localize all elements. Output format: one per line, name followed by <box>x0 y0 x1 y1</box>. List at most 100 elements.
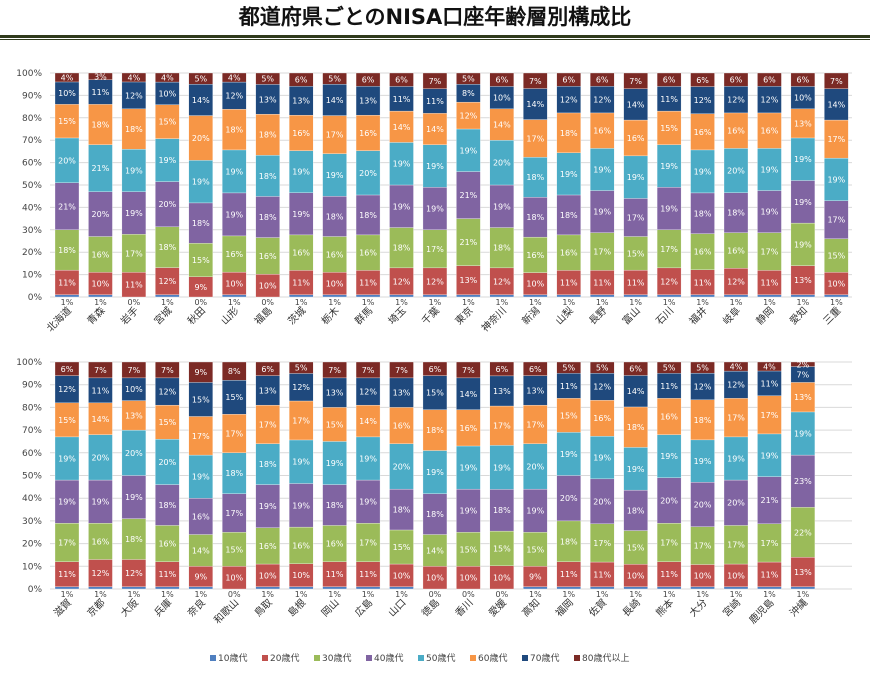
data-label: 0% <box>495 590 508 599</box>
data-label: 11% <box>359 279 377 288</box>
bar-segment-40歳代 <box>623 489 648 531</box>
data-label: 15% <box>58 416 76 425</box>
bar-segment-60歳代 <box>456 409 481 447</box>
bar-segment-10歳代 <box>54 586 80 590</box>
bar-segment-80歳代以上 <box>523 361 548 376</box>
data-label: 10% <box>526 280 544 289</box>
y-tick-label: 70% <box>22 426 42 436</box>
data-label: 18% <box>259 131 277 140</box>
data-label: 20% <box>727 167 745 176</box>
bar-segment-70歳代 <box>757 370 782 396</box>
data-label: 1% <box>797 590 810 599</box>
data-label: 19% <box>493 463 511 472</box>
data-label: 1% <box>161 298 174 307</box>
x-tick-label: 大分 <box>686 596 709 619</box>
bar-segment-80歳代以上 <box>523 72 548 89</box>
data-label: 1% <box>429 298 442 307</box>
data-label: 9% <box>529 573 542 582</box>
x-tick-label: 鹿児島 <box>746 596 776 626</box>
data-label: 10% <box>493 94 511 103</box>
data-label: 1% <box>61 590 74 599</box>
data-label: 11% <box>426 97 444 106</box>
bar-segment-10歳代 <box>757 294 782 298</box>
bar-segment-70歳代 <box>690 372 715 400</box>
bar-segment-70歳代 <box>155 377 180 406</box>
legend-swatch <box>210 655 216 661</box>
data-label: 10% <box>259 571 277 580</box>
bar-segment-60歳代 <box>757 112 782 149</box>
data-label: 18% <box>326 501 344 510</box>
bar-segment-10歳代 <box>88 294 113 298</box>
data-label: 19% <box>393 160 411 169</box>
data-label: 11% <box>292 279 310 288</box>
data-label: 5% <box>562 364 575 373</box>
bar-segment-10歳代 <box>824 294 849 298</box>
bar-segment-30歳代 <box>255 527 280 565</box>
bar-segment-10歳代 <box>54 294 80 298</box>
bar-segment-20歳代 <box>556 561 581 587</box>
bar-segment-80歳代以上 <box>456 72 481 85</box>
x-tick-label: 奈良 <box>185 596 208 619</box>
bar-segment-80歳代以上 <box>355 361 381 379</box>
data-label: 18% <box>158 501 176 510</box>
data-label: 12% <box>125 91 143 100</box>
bar-segment-50歳代 <box>389 142 414 186</box>
bar-segment-30歳代 <box>623 236 648 271</box>
legend: 10歳代 20歳代 30歳代 40歳代 50歳代 60歳代 70歳代 80歳代以上 <box>210 652 629 664</box>
data-label: 18% <box>727 209 745 218</box>
bar-segment-60歳代 <box>489 405 515 446</box>
data-label: 19% <box>326 459 344 468</box>
data-label: 17% <box>827 135 845 144</box>
bar-segment-30歳代 <box>355 523 381 562</box>
data-label: 7% <box>395 366 408 375</box>
bar-segment-60歳代 <box>723 112 749 149</box>
bar-segment-50歳代 <box>523 157 548 198</box>
legend-swatch <box>262 655 268 661</box>
data-label: 12% <box>158 388 176 397</box>
bar-segment-40歳代 <box>255 196 280 238</box>
data-label: 1% <box>261 590 274 599</box>
data-label: 11% <box>92 386 110 395</box>
data-label: 19% <box>158 156 176 165</box>
data-label: 12% <box>359 388 377 397</box>
bar-segment-40歳代 <box>322 196 347 237</box>
bar-segment-20歳代 <box>355 561 381 587</box>
data-label: 6% <box>696 76 709 85</box>
bar-segment-60歳代 <box>355 114 381 151</box>
data-label: 16% <box>694 128 712 137</box>
data-label: 19% <box>225 167 243 176</box>
data-label: 11% <box>560 382 578 391</box>
data-label: 11% <box>660 95 678 104</box>
bar-segment-10歳代 <box>355 294 381 298</box>
data-label: 19% <box>125 166 143 175</box>
data-label: 18% <box>259 213 277 222</box>
legend-item: 50歳代 <box>426 652 455 664</box>
data-label: 11% <box>627 278 645 287</box>
data-label: 11% <box>660 382 678 391</box>
data-label: 18% <box>560 129 578 138</box>
data-label: 19% <box>292 501 310 510</box>
data-label: 19% <box>794 155 812 164</box>
data-label: 18% <box>493 506 511 515</box>
bar-segment-50歳代 <box>723 148 749 193</box>
bar-segment-30歳代 <box>222 532 247 567</box>
bar-segment-20歳代 <box>121 272 147 298</box>
bar-segment-10歳代 <box>590 586 615 590</box>
data-label: 19% <box>58 454 76 463</box>
data-label: 17% <box>761 539 779 548</box>
data-label: 18% <box>526 173 544 182</box>
bar-segment-80歳代以上 <box>121 361 147 379</box>
data-label: 16% <box>727 127 745 136</box>
x-tick-label: 北海道 <box>44 304 74 334</box>
bar-segment-40歳代 <box>623 198 648 237</box>
data-label: 17% <box>359 538 377 547</box>
x-tick-label: 佐賀 <box>587 597 610 620</box>
x-tick-label: 徳島 <box>419 596 442 619</box>
data-label: 17% <box>225 509 243 518</box>
bar-segment-40歳代 <box>355 479 381 524</box>
bar-segment-60歳代 <box>88 104 113 145</box>
data-label: 14% <box>326 96 344 105</box>
data-label: 11% <box>326 570 344 579</box>
bar-segment-20歳代 <box>623 269 648 295</box>
bar-segment-80歳代以上 <box>757 361 782 372</box>
